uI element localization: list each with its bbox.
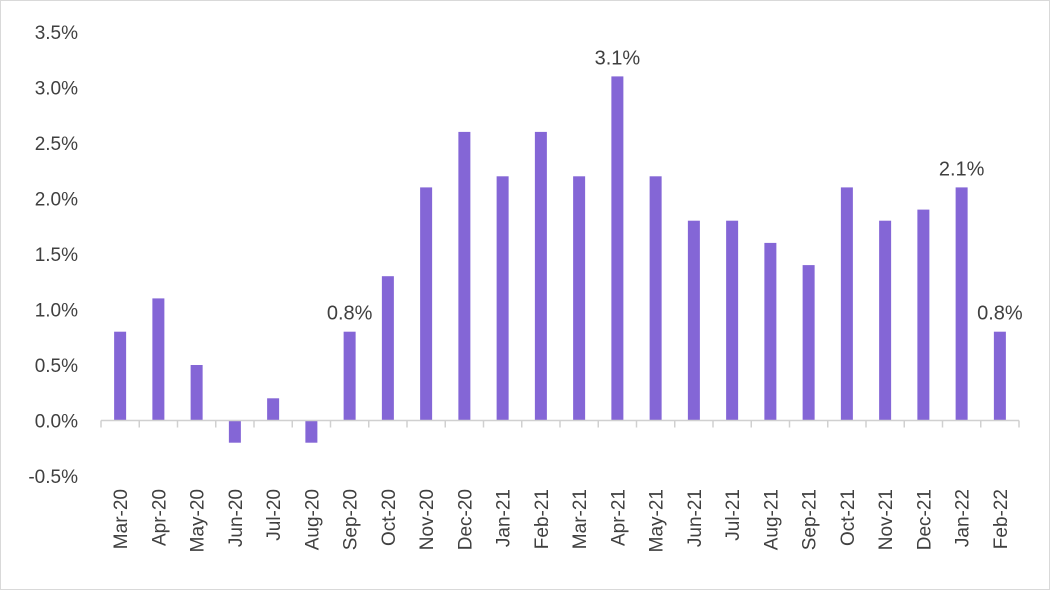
x-tick-label: Apr-21 bbox=[608, 489, 629, 546]
bar-may-20 bbox=[190, 365, 203, 421]
bars bbox=[114, 76, 1006, 443]
data-labels: 0.8% 3.1% 2.1% 0.8% bbox=[327, 47, 1023, 324]
bar-dec-20 bbox=[458, 131, 471, 421]
x-tick-label: Jan-22 bbox=[953, 489, 974, 547]
x-tick-label: May-21 bbox=[647, 489, 668, 552]
x-tick-label: Sep-21 bbox=[800, 489, 821, 550]
bar-jul-20 bbox=[267, 398, 280, 421]
bar-mar-20 bbox=[114, 331, 127, 421]
x-tick-label: Mar-21 bbox=[570, 489, 591, 549]
x-tick-label: Mar-20 bbox=[111, 489, 132, 549]
bar-nov-20 bbox=[420, 187, 433, 421]
data-label: 0.8% bbox=[327, 303, 373, 325]
x-tick-label: Oct-21 bbox=[838, 489, 859, 546]
bar-may-21 bbox=[649, 176, 662, 421]
y-tick-label: 2.0% bbox=[35, 190, 78, 211]
bar-mar-21 bbox=[573, 176, 586, 421]
bar-aug-20 bbox=[305, 420, 318, 443]
y-axis: -0.5% 0.0% 0.5% 1.0% 1.5% 2.0% 2.5% 3.0% 3.5% bbox=[28, 23, 78, 488]
data-label: 2.1% bbox=[939, 158, 985, 180]
bar-jan-21 bbox=[496, 176, 509, 421]
bar-sep-21 bbox=[802, 265, 815, 421]
x-tick-label: Aug-20 bbox=[302, 489, 323, 550]
x-tick-label: May-20 bbox=[188, 489, 209, 552]
bar-oct-21 bbox=[840, 187, 853, 421]
bar-jul-21 bbox=[726, 220, 739, 421]
x-tick-label: Jan-21 bbox=[494, 489, 515, 547]
x-tick-label: Nov-20 bbox=[417, 489, 438, 550]
x-tick-label: Nov-21 bbox=[876, 489, 897, 550]
bar-sep-20 bbox=[343, 331, 356, 421]
bar-feb-21 bbox=[534, 131, 547, 421]
y-tick-label: 0.0% bbox=[35, 412, 78, 433]
x-tick-label: Dec-20 bbox=[455, 489, 476, 550]
bar-apr-20 bbox=[152, 298, 165, 421]
bar-jun-21 bbox=[687, 220, 700, 421]
bar-aug-21 bbox=[764, 242, 777, 421]
x-tick-label: Aug-21 bbox=[761, 489, 782, 550]
bar-dec-21 bbox=[917, 209, 930, 421]
y-tick-label: 3.5% bbox=[35, 23, 78, 44]
y-tick-label: 3.0% bbox=[35, 79, 78, 100]
x-tick-label: Feb-22 bbox=[991, 489, 1012, 549]
bar-oct-20 bbox=[381, 276, 394, 421]
bar-feb-22 bbox=[993, 331, 1006, 421]
data-label: 3.1% bbox=[595, 47, 641, 69]
bar-jan-22 bbox=[955, 187, 968, 421]
y-tick-label: 1.0% bbox=[35, 301, 78, 322]
x-tick-label: Dec-21 bbox=[914, 489, 935, 550]
bar-jun-20 bbox=[228, 420, 241, 443]
x-tick-label: Apr-20 bbox=[149, 489, 170, 546]
bar-apr-21 bbox=[611, 76, 624, 421]
y-tick-label: -0.5% bbox=[28, 467, 78, 488]
y-tick-label: 1.5% bbox=[35, 245, 78, 266]
bar-nov-21 bbox=[879, 220, 892, 421]
data-label: 0.8% bbox=[977, 303, 1023, 325]
y-tick-label: 0.5% bbox=[35, 356, 78, 377]
x-tick-label: Sep-20 bbox=[341, 489, 362, 550]
x-tick-label: Feb-21 bbox=[532, 489, 553, 549]
x-axis: Mar-20 Apr-20 May-20 Jun-20 Jul-20 Aug-20 Sep-… bbox=[100, 419, 1020, 552]
x-tick-label: Jul-20 bbox=[264, 489, 285, 541]
y-tick-label: 2.5% bbox=[35, 134, 78, 155]
x-tick-label: Jun-20 bbox=[226, 489, 247, 547]
x-tick-label: Oct-20 bbox=[379, 489, 400, 546]
x-tick-label: Jun-21 bbox=[685, 489, 706, 547]
x-tick-label: Jul-21 bbox=[723, 489, 744, 541]
